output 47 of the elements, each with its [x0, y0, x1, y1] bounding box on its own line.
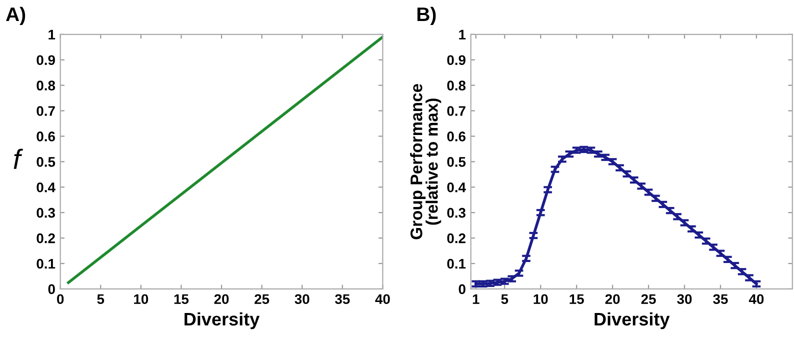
x-tick-label: 20 [605, 294, 620, 304]
y-tick-label: 1 [459, 30, 466, 40]
y-tick-label: 0.1 [36, 258, 56, 269]
y-tick-label: 0.5 [447, 157, 466, 167]
x-tick-label: 5 [97, 294, 104, 304]
y-tick-label: 0 [458, 284, 466, 294]
x-tick-label: 35 [335, 294, 350, 304]
x-tick-label: 5 [501, 294, 508, 304]
y-tick-label: 0.8 [36, 80, 56, 90]
y-tick-label: 0.3 [447, 208, 466, 218]
y-tick-label: 0.9 [447, 55, 466, 66]
chart-title: B) [417, 6, 436, 26]
line-series [474, 148, 758, 286]
chart-title: A) [6, 6, 26, 26]
x-tick-label: 10 [134, 294, 148, 304]
y-tick-label: 0.1 [447, 258, 466, 269]
y-tick-label: 0.4 [36, 182, 56, 192]
x-tick-label: 20 [214, 294, 229, 304]
x-tick-label: 25 [641, 294, 656, 304]
x-tick-label: 15 [570, 294, 584, 304]
x-tick-label: 25 [254, 294, 270, 304]
y-tick-label: 0.7 [36, 106, 55, 116]
x-tick-label: 30 [677, 294, 692, 304]
y-tick-label: 0.2 [447, 233, 466, 244]
y-tick-label: 0.4 [447, 182, 466, 192]
y-tick-label: 0.3 [36, 208, 55, 218]
y-tick-label: 0.8 [447, 80, 466, 90]
y-axis-title: Group Performance (relative to max) [410, 84, 442, 240]
x-axis-title: Diversity [184, 312, 260, 330]
y-tick-label: 0.9 [36, 55, 55, 66]
x-tick-label: 10 [534, 294, 548, 304]
x-tick-label: 40 [375, 294, 390, 304]
y-axis-title: f [14, 148, 23, 169]
x-tick-label: 15 [174, 294, 189, 304]
x-tick-label: 30 [294, 294, 310, 304]
x-tick-label: 40 [748, 294, 764, 304]
y-tick-label: 0.7 [447, 106, 466, 116]
x-tick-label: 0 [57, 294, 64, 304]
y-tick-label: 0 [48, 284, 55, 294]
y-tick-label: 0.6 [447, 132, 466, 142]
y-tick-label: 0.6 [36, 132, 55, 142]
y-tick-label: 0.2 [36, 233, 55, 244]
y-tick-label: 1 [48, 30, 56, 40]
y-tick-label: 0.5 [36, 157, 56, 167]
x-axis-title: Diversity [594, 312, 670, 330]
x-tick-label: 35 [713, 294, 728, 304]
x-tick-label: 1 [472, 294, 480, 304]
